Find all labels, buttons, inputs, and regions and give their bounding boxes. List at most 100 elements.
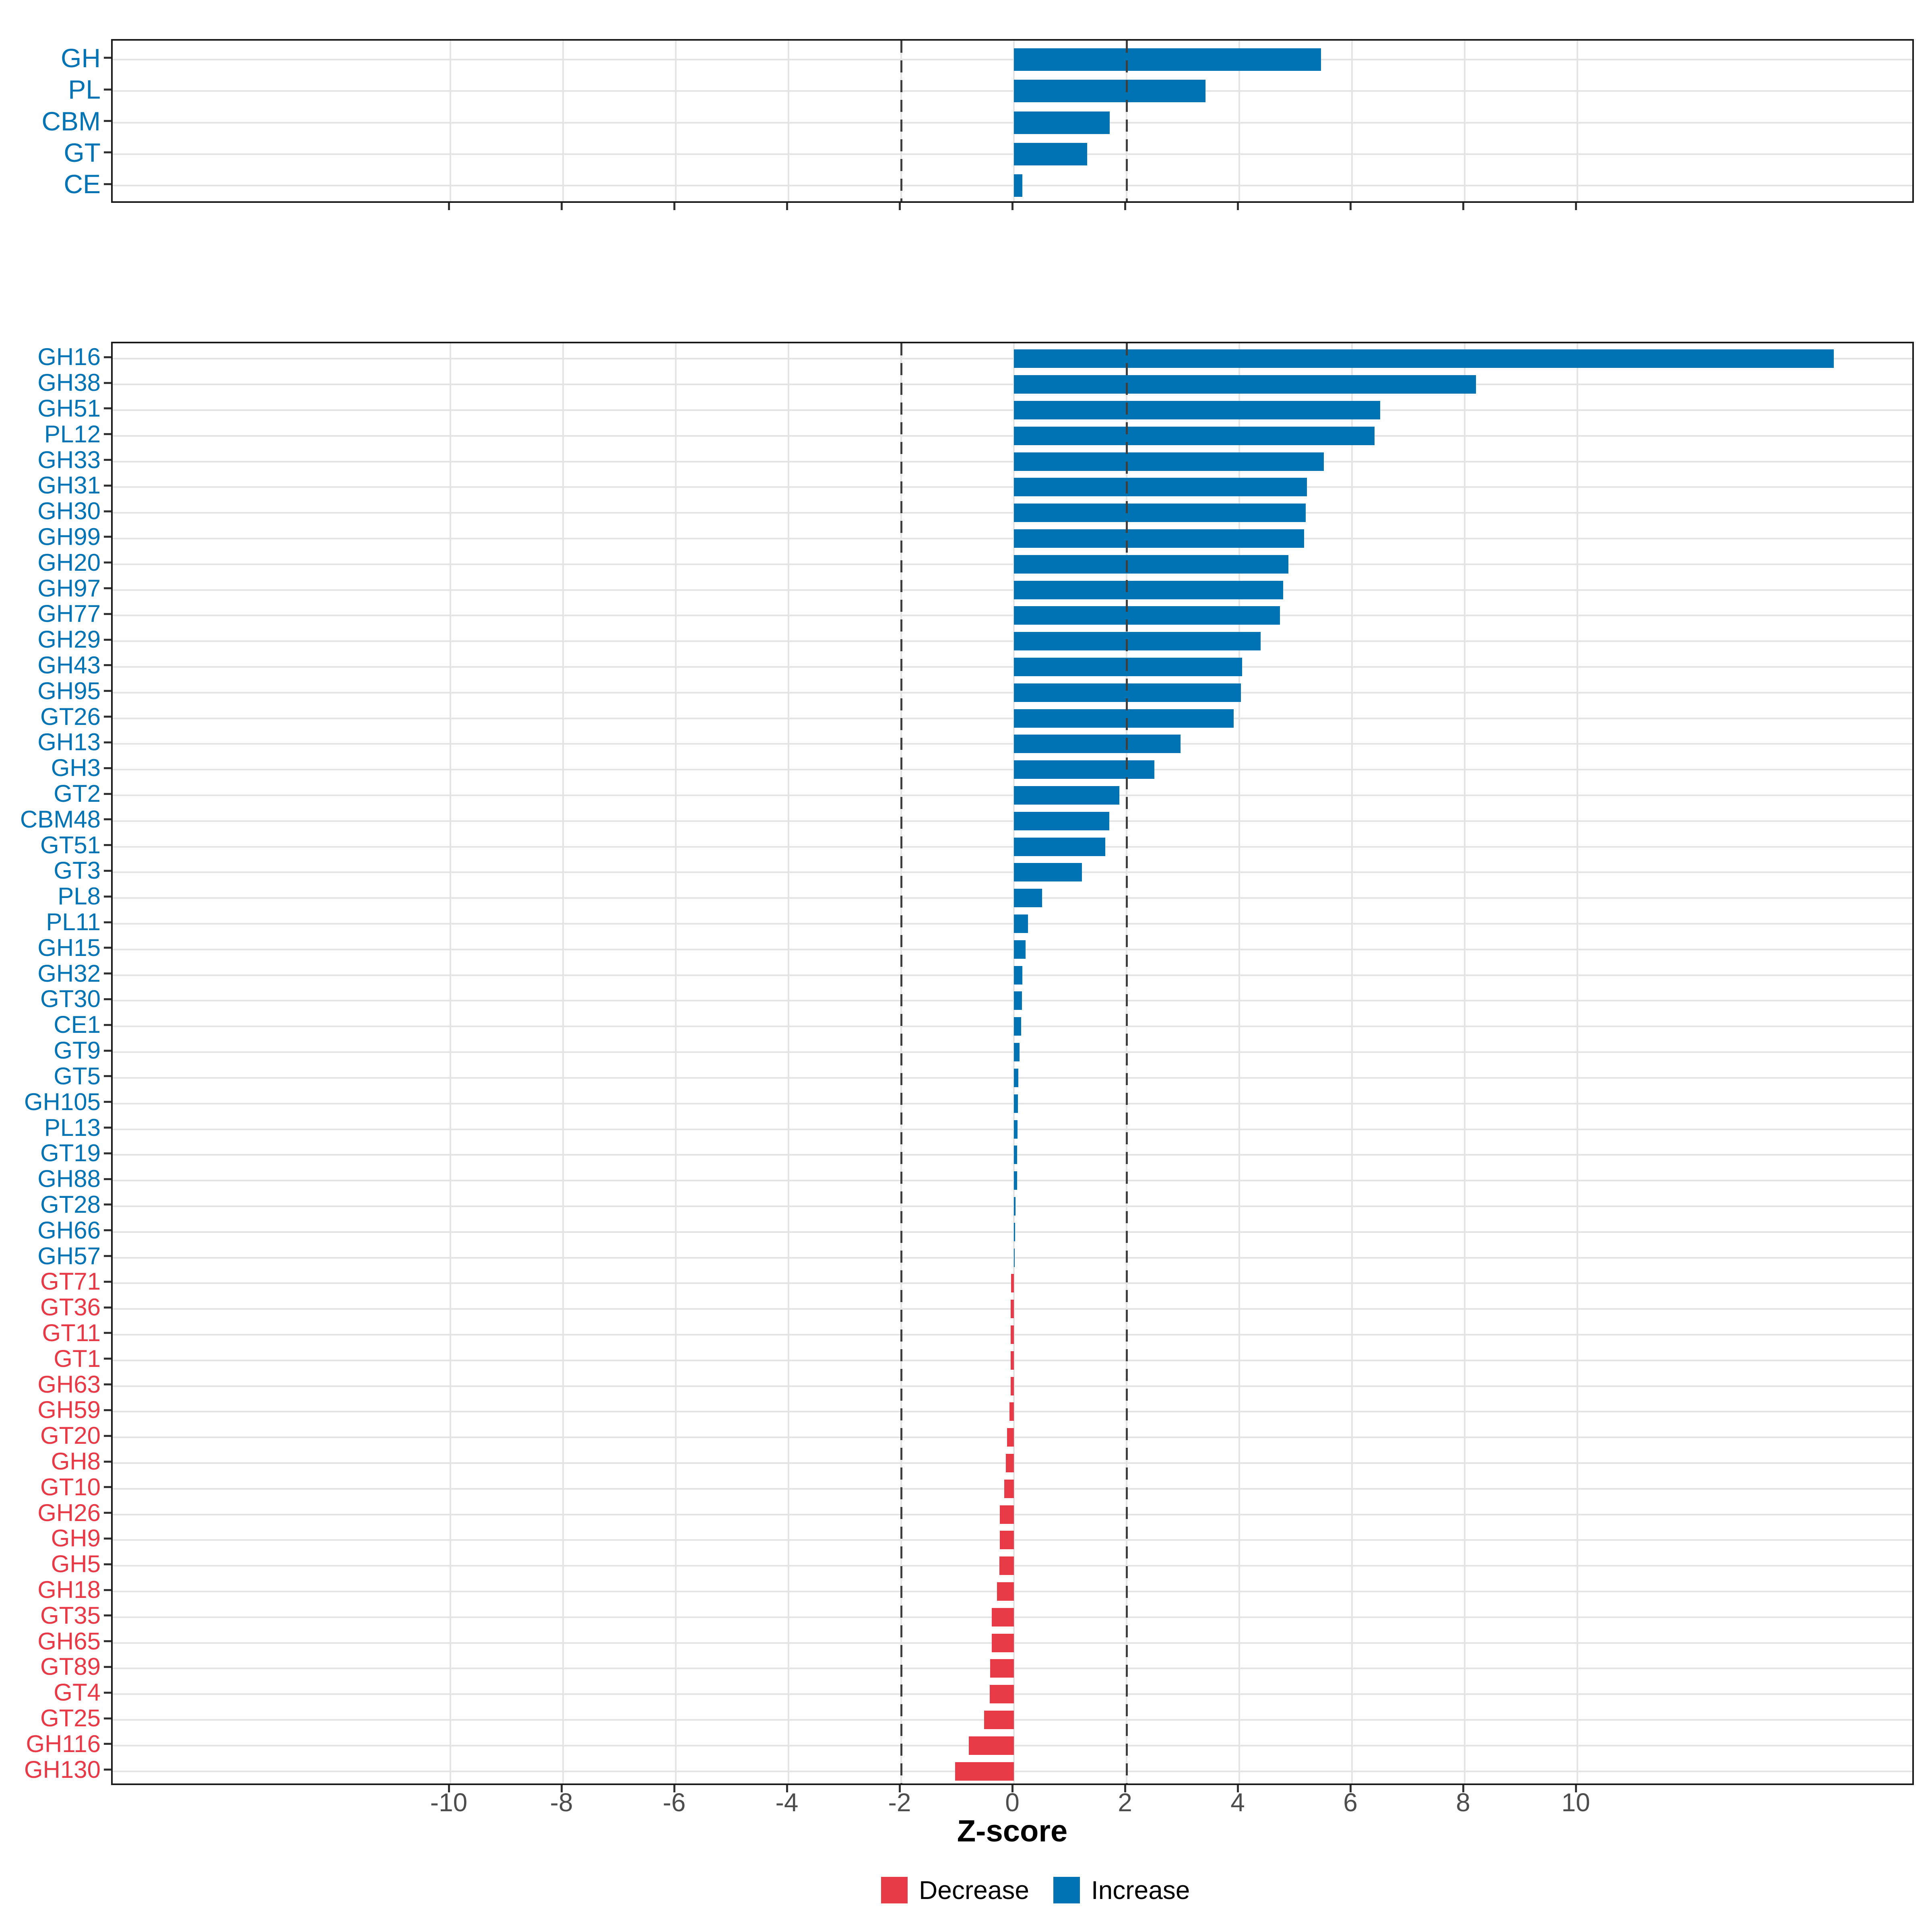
bar-GT10	[1004, 1479, 1014, 1498]
y-tick-GH66	[104, 1229, 111, 1232]
y-axis-label-PL11: PL11	[46, 908, 101, 936]
y-axis-label-GT71: GT71	[40, 1268, 101, 1295]
y-tick-GH63	[104, 1383, 111, 1386]
x-tick--6-top	[673, 203, 675, 210]
y-tick-PL8	[104, 895, 111, 898]
y-axis-label-GH63: GH63	[37, 1371, 101, 1398]
gridline-y-PL	[113, 90, 1912, 92]
bar-GH30	[1014, 504, 1306, 522]
reference-line-2	[1126, 41, 1128, 201]
y-axis-label-GT5: GT5	[54, 1062, 101, 1090]
y-tick-GT71	[104, 1280, 111, 1283]
y-tick-GH20	[104, 561, 111, 564]
y-tick-GT11	[104, 1332, 111, 1334]
y-tick-CE	[104, 183, 111, 185]
gridline-y-GH33	[113, 460, 1912, 462]
y-axis-label-GH13: GH13	[37, 729, 101, 756]
bar-GH18	[997, 1582, 1014, 1601]
x-tick-10	[1575, 1785, 1577, 1792]
bar-GT4	[989, 1685, 1014, 1704]
y-axis-label-GH9: GH9	[51, 1525, 101, 1552]
y-tick-GT	[104, 151, 111, 154]
gridline-x-4	[1238, 41, 1240, 201]
legend-item-increase: Increase	[1053, 1875, 1190, 1905]
gridline-x--10	[450, 41, 451, 201]
bar-GH	[1014, 48, 1321, 71]
y-tick-GH77	[104, 613, 111, 615]
y-tick-GH15	[104, 947, 111, 949]
bar-PL8	[1014, 889, 1042, 908]
gridline-x--8	[562, 41, 564, 201]
y-tick-GT2	[104, 793, 111, 795]
panel-cazyme-families	[111, 342, 1914, 1785]
y-axis-label-GH8: GH8	[51, 1448, 101, 1475]
y-axis-label-GH30: GH30	[37, 497, 101, 525]
y-axis-label-PL8: PL8	[58, 883, 101, 910]
gridline-y-GT5	[113, 1077, 1912, 1079]
y-tick-PL	[104, 88, 111, 91]
y-tick-PL12	[104, 433, 111, 436]
y-tick-GT9	[104, 1049, 111, 1052]
x-tick-label-2: 2	[1118, 1788, 1132, 1817]
y-tick-GT5	[104, 1075, 111, 1077]
y-axis-label-GH20: GH20	[37, 549, 101, 576]
gridline-x-10	[1577, 41, 1578, 201]
y-tick-PL13	[104, 1127, 111, 1129]
bar-GH15	[1014, 940, 1026, 959]
bar-GH59	[1009, 1402, 1014, 1421]
y-axis-label-GH88: GH88	[37, 1165, 101, 1193]
y-axis-label-GT51: GT51	[40, 831, 101, 859]
y-axis-label-CBM: CBM	[41, 106, 101, 136]
y-axis-label-GT2: GT2	[54, 780, 101, 807]
y-tick-GH	[104, 57, 111, 59]
y-axis-label-GT28: GT28	[40, 1191, 101, 1218]
gridline-y-CBM48	[113, 820, 1912, 822]
x-tick--8-top	[561, 203, 563, 210]
y-tick-GT1	[104, 1358, 111, 1360]
legend-label-decrease: Decrease	[919, 1876, 1029, 1905]
bar-GT36	[1011, 1300, 1014, 1319]
gridline-y-GH30	[113, 512, 1912, 514]
gridline-y-GT19	[113, 1154, 1912, 1156]
gridline-y-GH105	[113, 1102, 1912, 1104]
legend-key-decrease-swatch	[881, 1877, 908, 1903]
x-tick-2	[1124, 1785, 1126, 1792]
gridline-y-GH38	[113, 384, 1912, 386]
y-tick-GT4	[104, 1691, 111, 1694]
reference-line--2	[900, 343, 902, 1783]
y-axis-label-PL12: PL12	[44, 420, 101, 448]
y-tick-GT36	[104, 1306, 111, 1309]
y-axis-label-GH32: GH32	[37, 960, 101, 987]
x-tick--2	[899, 1785, 901, 1792]
bar-GH26	[1000, 1505, 1014, 1524]
y-axis-label-GT19: GT19	[40, 1139, 101, 1167]
y-tick-GH130	[104, 1769, 111, 1771]
y-tick-GT25	[104, 1717, 111, 1719]
x-tick-label-10: 10	[1561, 1788, 1590, 1817]
y-axis-label-GH51: GH51	[37, 394, 101, 422]
gridline-x-6	[1351, 343, 1353, 1783]
x-tick--10	[448, 1785, 450, 1792]
y-tick-GH9	[104, 1537, 111, 1540]
bar-GT9	[1014, 1043, 1020, 1062]
reference-line--2	[900, 41, 902, 201]
y-axis-label-PL: PL	[68, 74, 101, 105]
x-tick--4-top	[786, 203, 788, 210]
x-tick-label--6: -6	[663, 1788, 686, 1817]
gridline-y-PL11	[113, 923, 1912, 925]
y-axis-label-GT89: GT89	[40, 1653, 101, 1680]
bar-GH9	[1000, 1531, 1014, 1550]
gridline-y-GT	[113, 153, 1912, 155]
x-tick-10-top	[1575, 203, 1577, 210]
x-tick--8	[561, 1785, 563, 1792]
gridline-y-GT51	[113, 846, 1912, 848]
x-tick-label--10: -10	[430, 1788, 468, 1817]
x-tick-label-4: 4	[1230, 1788, 1245, 1817]
bar-PL	[1014, 80, 1205, 103]
gridline-y-GH43	[113, 666, 1912, 668]
y-axis-label-GT11: GT11	[42, 1319, 101, 1346]
bar-CBM	[1014, 111, 1110, 134]
gridline-y-GH31	[113, 486, 1912, 488]
bar-GT3	[1014, 863, 1082, 882]
gridline-y-PL12	[113, 435, 1912, 437]
